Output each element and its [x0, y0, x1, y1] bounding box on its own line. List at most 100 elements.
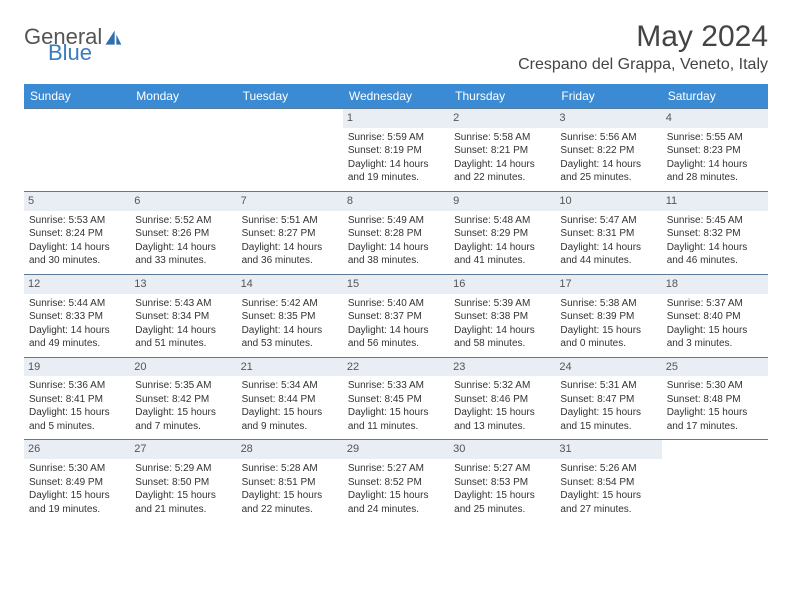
day-number: 1 — [343, 109, 449, 128]
sunrise-text: Sunrise: 5:58 AM — [454, 131, 550, 145]
calendar-day: 4Sunrise: 5:55 AMSunset: 8:23 PMDaylight… — [662, 109, 768, 191]
daylight-text: Daylight: 15 hours — [348, 489, 444, 503]
sunrise-text: Sunrise: 5:43 AM — [135, 297, 231, 311]
daylight-text: and 56 minutes. — [348, 337, 444, 351]
sunset-text: Sunset: 8:53 PM — [454, 476, 550, 490]
daylight-text: and 19 minutes. — [29, 503, 125, 517]
sunrise-text: Sunrise: 5:56 AM — [560, 131, 656, 145]
sunrise-text: Sunrise: 5:29 AM — [135, 462, 231, 476]
day-number: 22 — [343, 358, 449, 377]
location-text: Crespano del Grappa, Veneto, Italy — [518, 56, 768, 74]
sunrise-text: Sunrise: 5:31 AM — [560, 379, 656, 393]
daylight-text: and 53 minutes. — [242, 337, 338, 351]
daylight-text: and 44 minutes. — [560, 254, 656, 268]
sunset-text: Sunset: 8:46 PM — [454, 393, 550, 407]
calendar-day: 31Sunrise: 5:26 AMSunset: 8:54 PMDayligh… — [555, 440, 661, 522]
sunset-text: Sunset: 8:33 PM — [29, 310, 125, 324]
sunrise-text: Sunrise: 5:36 AM — [29, 379, 125, 393]
day-number: 24 — [555, 358, 661, 377]
sunrise-text: Sunrise: 5:26 AM — [560, 462, 656, 476]
calendar-day — [662, 440, 768, 522]
daylight-text: Daylight: 14 hours — [135, 241, 231, 255]
sunset-text: Sunset: 8:31 PM — [560, 227, 656, 241]
calendar-day: 26Sunrise: 5:30 AMSunset: 8:49 PMDayligh… — [24, 440, 130, 522]
day-number: 16 — [449, 275, 555, 294]
sunset-text: Sunset: 8:52 PM — [348, 476, 444, 490]
day-number: 25 — [662, 358, 768, 377]
sunset-text: Sunset: 8:50 PM — [135, 476, 231, 490]
calendar-day: 5Sunrise: 5:53 AMSunset: 8:24 PMDaylight… — [24, 192, 130, 274]
sunrise-text: Sunrise: 5:30 AM — [29, 462, 125, 476]
calendar-day: 16Sunrise: 5:39 AMSunset: 8:38 PMDayligh… — [449, 275, 555, 357]
calendar-week: 5Sunrise: 5:53 AMSunset: 8:24 PMDaylight… — [24, 191, 768, 274]
calendar-day: 10Sunrise: 5:47 AMSunset: 8:31 PMDayligh… — [555, 192, 661, 274]
sunset-text: Sunset: 8:51 PM — [242, 476, 338, 490]
day-number: 27 — [130, 440, 236, 459]
calendar: SundayMondayTuesdayWednesdayThursdayFrid… — [24, 84, 768, 522]
sunrise-text: Sunrise: 5:53 AM — [29, 214, 125, 228]
day-number: 30 — [449, 440, 555, 459]
calendar-day — [24, 109, 130, 191]
sunrise-text: Sunrise: 5:34 AM — [242, 379, 338, 393]
sunset-text: Sunset: 8:27 PM — [242, 227, 338, 241]
calendar-day — [237, 109, 343, 191]
calendar-day: 13Sunrise: 5:43 AMSunset: 8:34 PMDayligh… — [130, 275, 236, 357]
calendar-day: 1Sunrise: 5:59 AMSunset: 8:19 PMDaylight… — [343, 109, 449, 191]
daylight-text: and 46 minutes. — [667, 254, 763, 268]
daylight-text: and 51 minutes. — [135, 337, 231, 351]
daylight-text: Daylight: 15 hours — [560, 406, 656, 420]
sunrise-text: Sunrise: 5:27 AM — [454, 462, 550, 476]
daylight-text: and 30 minutes. — [29, 254, 125, 268]
sunrise-text: Sunrise: 5:30 AM — [667, 379, 763, 393]
weekday-header: Monday — [130, 84, 236, 108]
daylight-text: Daylight: 15 hours — [454, 406, 550, 420]
calendar-day: 14Sunrise: 5:42 AMSunset: 8:35 PMDayligh… — [237, 275, 343, 357]
day-number: 7 — [237, 192, 343, 211]
daylight-text: Daylight: 14 hours — [348, 324, 444, 338]
daylight-text: and 58 minutes. — [454, 337, 550, 351]
sunset-text: Sunset: 8:47 PM — [560, 393, 656, 407]
daylight-text: Daylight: 14 hours — [242, 324, 338, 338]
sunrise-text: Sunrise: 5:38 AM — [560, 297, 656, 311]
header: General Blue May 2024 Crespano del Grapp… — [24, 20, 768, 74]
weekday-header: Saturday — [662, 84, 768, 108]
daylight-text: Daylight: 14 hours — [242, 241, 338, 255]
weekday-header: Friday — [555, 84, 661, 108]
day-number: 11 — [662, 192, 768, 211]
day-number: 2 — [449, 109, 555, 128]
weekday-header: Thursday — [449, 84, 555, 108]
daylight-text: and 28 minutes. — [667, 171, 763, 185]
daylight-text: and 15 minutes. — [560, 420, 656, 434]
calendar-week: 19Sunrise: 5:36 AMSunset: 8:41 PMDayligh… — [24, 357, 768, 440]
sunrise-text: Sunrise: 5:37 AM — [667, 297, 763, 311]
calendar-week: 1Sunrise: 5:59 AMSunset: 8:19 PMDaylight… — [24, 108, 768, 191]
daylight-text: Daylight: 14 hours — [667, 158, 763, 172]
day-number: 12 — [24, 275, 130, 294]
daylight-text: and 19 minutes. — [348, 171, 444, 185]
daylight-text: and 41 minutes. — [454, 254, 550, 268]
sunset-text: Sunset: 8:24 PM — [29, 227, 125, 241]
weekday-header: Wednesday — [343, 84, 449, 108]
sunset-text: Sunset: 8:41 PM — [29, 393, 125, 407]
calendar-day: 17Sunrise: 5:38 AMSunset: 8:39 PMDayligh… — [555, 275, 661, 357]
daylight-text: Daylight: 15 hours — [667, 324, 763, 338]
sunrise-text: Sunrise: 5:35 AM — [135, 379, 231, 393]
sunset-text: Sunset: 8:35 PM — [242, 310, 338, 324]
day-number: 8 — [343, 192, 449, 211]
daylight-text: and 17 minutes. — [667, 420, 763, 434]
brand-text-2: Blue — [48, 42, 124, 64]
daylight-text: and 25 minutes. — [454, 503, 550, 517]
daylight-text: Daylight: 14 hours — [348, 158, 444, 172]
daylight-text: and 49 minutes. — [29, 337, 125, 351]
calendar-week: 12Sunrise: 5:44 AMSunset: 8:33 PMDayligh… — [24, 274, 768, 357]
calendar-day: 30Sunrise: 5:27 AMSunset: 8:53 PMDayligh… — [449, 440, 555, 522]
sunrise-text: Sunrise: 5:49 AM — [348, 214, 444, 228]
sunset-text: Sunset: 8:38 PM — [454, 310, 550, 324]
day-number: 28 — [237, 440, 343, 459]
sunrise-text: Sunrise: 5:45 AM — [667, 214, 763, 228]
daylight-text: Daylight: 14 hours — [135, 324, 231, 338]
calendar-day: 25Sunrise: 5:30 AMSunset: 8:48 PMDayligh… — [662, 358, 768, 440]
sunset-text: Sunset: 8:54 PM — [560, 476, 656, 490]
sunset-text: Sunset: 8:39 PM — [560, 310, 656, 324]
calendar-day: 6Sunrise: 5:52 AMSunset: 8:26 PMDaylight… — [130, 192, 236, 274]
